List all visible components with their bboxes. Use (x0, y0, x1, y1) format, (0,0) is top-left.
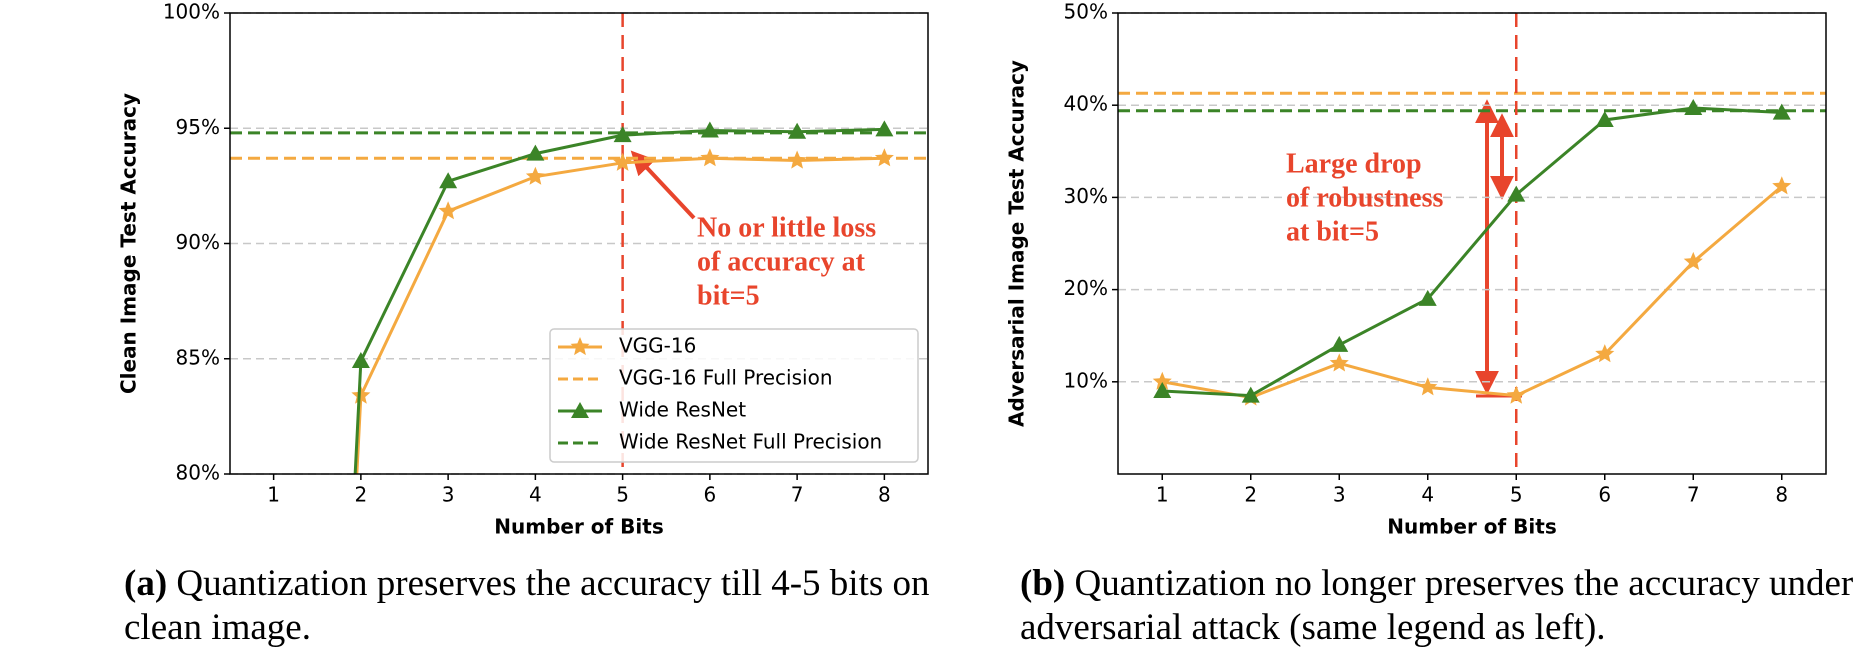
x-tick-label: 2 (355, 483, 368, 507)
caption-label: (a) (124, 563, 168, 604)
x-tick-label: 6 (1598, 483, 1611, 507)
x-tick-label: 6 (704, 483, 717, 507)
y-axis-label: Adversarial Image Test Accuracy (1005, 60, 1029, 427)
caption-text: Quantization no longer preserves the acc… (1020, 563, 1854, 648)
marker (1153, 382, 1172, 399)
marker (439, 172, 458, 189)
legend-label: VGG-16 Full Precision (619, 366, 833, 390)
marker (700, 148, 720, 167)
x-tick-label: 8 (1775, 483, 1788, 507)
legend-label: VGG-16 (619, 334, 696, 358)
marker (1772, 176, 1792, 195)
legend-marker (571, 402, 589, 418)
marker (1330, 335, 1349, 352)
caption-text: Quantization preserves the accuracy till… (124, 563, 930, 648)
x-tick-label: 3 (1333, 483, 1346, 507)
marker (1683, 251, 1703, 270)
marker (787, 150, 807, 169)
y-tick-label: 90% (176, 230, 220, 254)
x-tick-label: 2 (1244, 483, 1257, 507)
marker (351, 385, 371, 404)
x-tick-label: 5 (1510, 483, 1523, 507)
annotation: of robustness (1286, 182, 1444, 213)
marker (1329, 353, 1349, 372)
marker (700, 121, 719, 138)
annotation: bit=5 (697, 280, 760, 311)
marker (1506, 385, 1526, 404)
x-tick-label: 7 (1687, 483, 1700, 507)
marker (1595, 110, 1614, 127)
series-line (353, 127, 885, 474)
series-line (1162, 106, 1782, 398)
x-tick-label: 8 (878, 483, 891, 507)
marker (874, 148, 894, 167)
x-tick-label: 4 (1421, 483, 1434, 507)
axes-frame (229, 12, 929, 475)
x-axis-label: Number of Bits (494, 515, 664, 539)
marker (1507, 185, 1526, 202)
y-tick-label: 80% (176, 461, 220, 485)
y-tick-label: 40% (1064, 92, 1108, 116)
marker (525, 166, 545, 185)
marker (613, 152, 633, 171)
x-tick-label: 3 (442, 483, 455, 507)
marker (875, 120, 894, 137)
legend-label: Wide ResNet (619, 398, 746, 422)
legend-marker (570, 337, 590, 356)
annotation-arrow (630, 150, 696, 220)
marker (1772, 103, 1791, 120)
plot-area (230, 13, 928, 474)
y-tick-label: 50% (1064, 0, 1108, 24)
marker (438, 201, 458, 220)
x-tick-label: 7 (791, 483, 804, 507)
series-line (355, 156, 885, 474)
marker (613, 126, 632, 143)
y-tick-label: 100% (163, 0, 220, 24)
x-tick-label: 1 (267, 483, 280, 507)
marker (526, 144, 545, 161)
plot-area (1118, 13, 1826, 474)
annotation: Large drop (1286, 148, 1422, 179)
x-tick-label: 5 (616, 483, 629, 507)
y-tick-label: 85% (176, 345, 220, 369)
annotation: of accuracy at (697, 246, 866, 277)
axes-frame (1117, 12, 1827, 475)
y-tick-label: 20% (1064, 276, 1108, 300)
marker (1418, 377, 1438, 396)
y-axis-label: Clean Image Test Accuracy (117, 93, 141, 394)
y-tick-label: 95% (176, 115, 220, 139)
y-tick-label: 30% (1064, 184, 1108, 208)
series-line (1161, 185, 1783, 400)
marker (788, 122, 807, 139)
caption-label: (b) (1020, 563, 1066, 604)
y-tick-label: 10% (1064, 368, 1108, 392)
x-tick-label: 4 (529, 483, 542, 507)
x-tick-label: 1 (1156, 483, 1169, 507)
marker (351, 352, 370, 369)
legend-label: Wide ResNet Full Precision (619, 430, 882, 454)
x-axis-label: Number of Bits (1387, 515, 1557, 539)
marker (1418, 289, 1437, 306)
annotation: at bit=5 (1286, 216, 1379, 247)
marker (1152, 371, 1172, 390)
caption: (b) Quantization no longer preserves the… (1020, 562, 1872, 650)
marker (1595, 344, 1615, 363)
annotation: No or little loss (697, 212, 876, 243)
legend-box (549, 328, 919, 463)
caption: (a) Quantization preserves the accuracy … (124, 562, 964, 650)
marker (1241, 386, 1260, 403)
marker (1684, 98, 1703, 115)
